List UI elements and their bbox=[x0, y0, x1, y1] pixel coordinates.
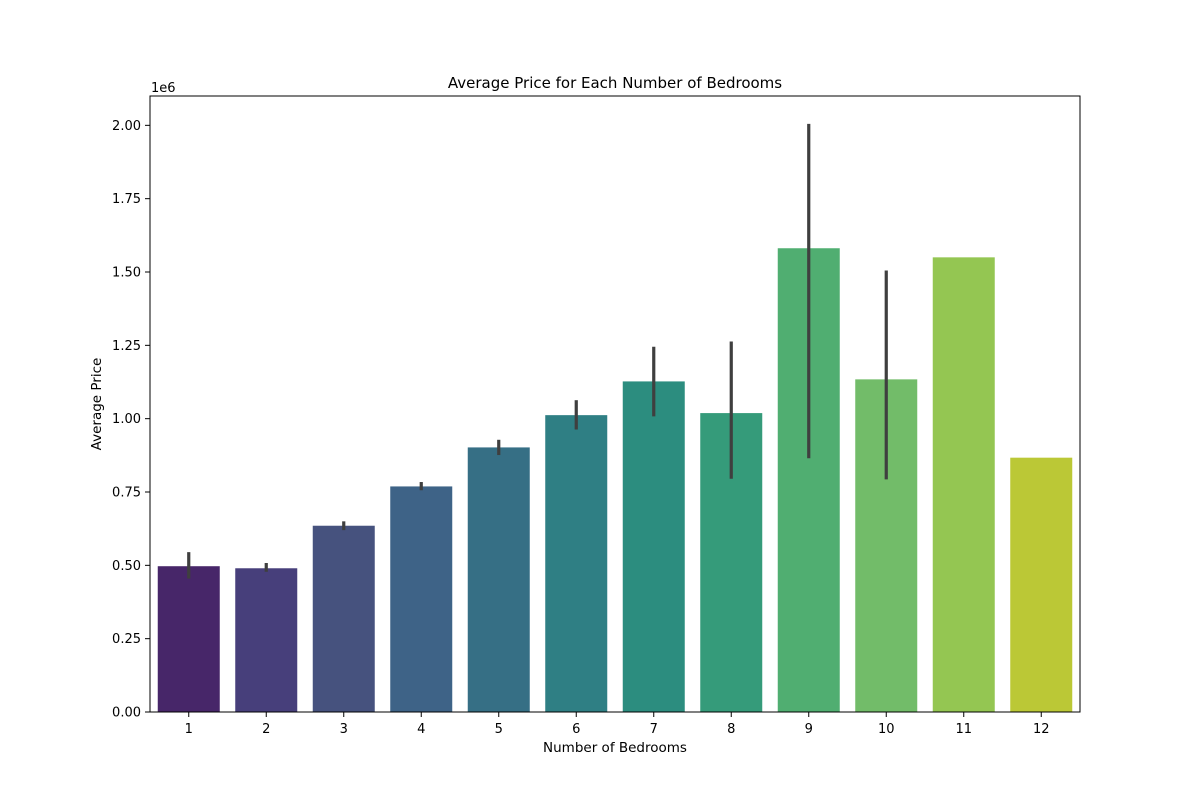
y-tick-label: 0.25 bbox=[112, 632, 141, 647]
x-tick-label: 7 bbox=[650, 722, 658, 737]
bar-11 bbox=[932, 257, 995, 712]
x-tick-label: 3 bbox=[340, 722, 348, 737]
y-tick-label: 0.50 bbox=[112, 559, 141, 574]
x-tick-label: 1 bbox=[185, 722, 193, 737]
y-tick-label: 1.75 bbox=[112, 192, 141, 207]
bar-2 bbox=[235, 568, 298, 712]
bar-6 bbox=[545, 415, 608, 712]
x-tick-label: 6 bbox=[572, 722, 580, 737]
bar-1 bbox=[157, 566, 220, 712]
x-axis: 1 2 3 4 5 6 7 8 9 10 11 12 bbox=[185, 712, 1050, 737]
y-axis-offset-label: 1e6 bbox=[151, 81, 176, 96]
chart-title: Average Price for Each Number of Bedroom… bbox=[448, 74, 782, 92]
y-tick-label: 0.00 bbox=[112, 706, 141, 721]
x-tick-label: 12 bbox=[1033, 722, 1050, 737]
y-tick-label: 1.00 bbox=[112, 412, 141, 427]
bar-12 bbox=[1010, 457, 1073, 712]
bar-3 bbox=[312, 525, 375, 712]
x-tick-label: 4 bbox=[417, 722, 425, 737]
x-axis-label: Number of Bedrooms bbox=[543, 740, 687, 756]
bar-5 bbox=[467, 447, 530, 712]
bar-7 bbox=[622, 381, 685, 712]
y-tick-label: 2.00 bbox=[112, 119, 141, 134]
y-tick-label: 0.75 bbox=[112, 486, 141, 501]
plot-area bbox=[157, 123, 1073, 713]
x-tick-label: 5 bbox=[495, 722, 503, 737]
x-tick-label: 8 bbox=[727, 722, 735, 737]
y-tick-label: 1.50 bbox=[112, 266, 141, 281]
y-tick-label: 1.25 bbox=[112, 339, 141, 354]
x-tick-label: 2 bbox=[262, 722, 270, 737]
y-axis: 0.00 0.25 0.50 0.75 1.00 1.25 1.50 1.75 2.00 bbox=[112, 119, 150, 721]
x-tick-label: 9 bbox=[805, 722, 813, 737]
x-tick-label: 10 bbox=[878, 722, 895, 737]
x-tick-label: 11 bbox=[955, 722, 972, 737]
y-axis-label: Average Price bbox=[89, 358, 105, 451]
bar-4 bbox=[390, 486, 453, 712]
axes-frame bbox=[149, 95, 1081, 713]
